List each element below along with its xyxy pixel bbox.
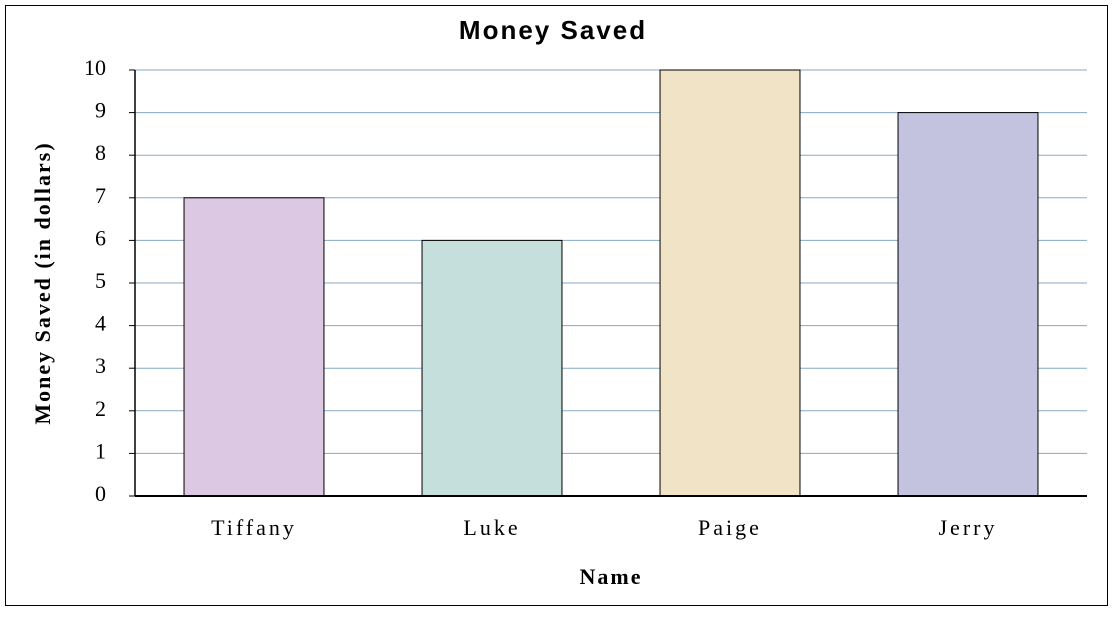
x-axis-label: Name: [580, 564, 643, 589]
x-tick-label: Paige: [698, 515, 762, 540]
x-tick-label: Luke: [463, 515, 520, 540]
x-tick-label: Tiffany: [211, 515, 297, 540]
y-tick-label: 3: [95, 353, 106, 378]
y-tick-label: 5: [95, 268, 106, 293]
bar: [421, 239, 563, 497]
bar: [183, 197, 325, 497]
y-tick-label: 10: [84, 55, 106, 80]
y-tick-label: 8: [95, 140, 106, 165]
y-tick-label: 6: [95, 225, 106, 250]
y-tick-label: 4: [95, 311, 106, 336]
y-tick-label: 2: [95, 396, 106, 421]
y-axis-label: Money Saved (in dollars): [30, 141, 55, 424]
y-tick-label: 9: [95, 98, 106, 123]
y-tick-label: 0: [95, 481, 106, 506]
y-tick-label: 1: [95, 438, 106, 463]
x-tick-label: Jerry: [939, 515, 998, 540]
bar: [897, 112, 1039, 497]
bar: [659, 69, 801, 497]
y-tick-label: 7: [95, 183, 106, 208]
chart-title: Money Saved: [459, 15, 647, 45]
